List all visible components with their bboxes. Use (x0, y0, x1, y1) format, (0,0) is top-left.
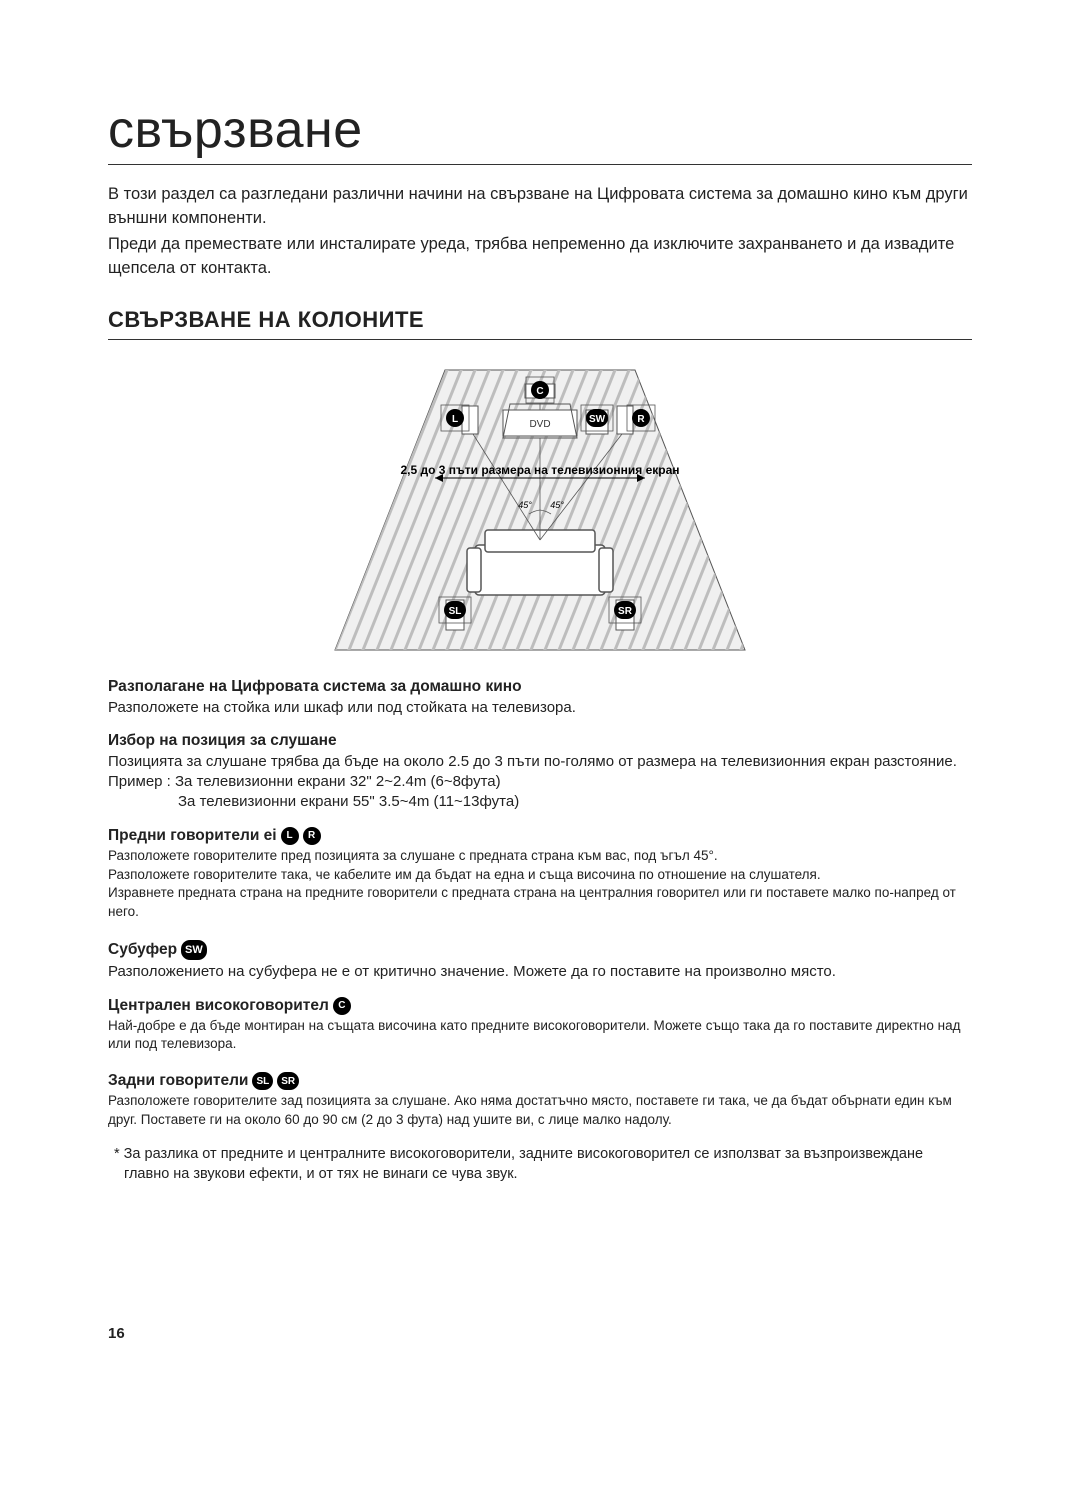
badge-l-icon: L (281, 827, 299, 845)
sub-heading-label: Субуфер (108, 941, 177, 959)
footnote: * За разлика от предните и централните в… (108, 1144, 972, 1185)
front-text-3: Изравнете предната страна на предните го… (108, 884, 972, 922)
svg-text:45°: 45° (550, 500, 564, 510)
intro-paragraph-2: Преди да премествате или инсталирате уре… (108, 233, 972, 281)
page-number: 16 (108, 1325, 125, 1342)
rear-text: Разположете говорителите зад позицията з… (108, 1092, 972, 1130)
badge-r-icon: R (303, 827, 321, 845)
placement-heading: Разполагане на Цифровата система за дома… (108, 678, 972, 696)
front-heading-label: Предни говорители ei (108, 827, 277, 845)
listening-text-1: Позицията за слушане трябва да бъде на о… (108, 752, 972, 772)
speaker-layout-diagram: DVD 45° 45° 2,5 до 3 пъти размера на телеви… (108, 360, 972, 660)
listening-text-3: За телевизионни екрани 55" 3.5~4m (11~13… (108, 792, 972, 812)
svg-text:SW: SW (589, 414, 606, 425)
rear-heading: Задни говорители SL SR (108, 1072, 972, 1090)
listening-heading: Избор на позиция за слушане (108, 732, 972, 750)
placement-text: Разположете на стойка или шкаф или под с… (108, 698, 972, 718)
svg-text:SL: SL (449, 606, 462, 617)
intro-block: В този раздел са разгледани различни нач… (108, 183, 972, 281)
section-heading: СВЪРЗВАНЕ НА КОЛОНИТЕ (108, 307, 972, 340)
center-heading-label: Централен високоговорител (108, 997, 329, 1015)
rear-heading-label: Задни говорители (108, 1072, 248, 1090)
svg-text:SR: SR (618, 606, 633, 617)
center-text: Най-добре е да бъде монтиран на същата в… (108, 1017, 972, 1055)
front-text-1: Разположете говорителите пред позицията … (108, 847, 972, 866)
badge-sr-icon: SR (277, 1072, 299, 1090)
front-text-2: Разположете говорителите така, че кабели… (108, 866, 972, 885)
svg-text:DVD: DVD (529, 419, 550, 430)
svg-text:L: L (452, 414, 458, 425)
svg-text:C: C (536, 386, 543, 397)
intro-paragraph-1: В този раздел са разгледани различни нач… (108, 183, 972, 231)
center-heading: Централен високоговорител C (108, 997, 972, 1015)
front-heading: Предни говорители ei L R (108, 827, 972, 845)
sub-heading: Субуфер SW (108, 940, 972, 960)
listening-text-2: Пример : За телевизионни екрани 32" 2~2.… (108, 772, 972, 792)
svg-text:2,5 до 3 пъти размера на телев: 2,5 до 3 пъти размера на телевизионния е… (400, 463, 679, 477)
footnote-text: За разлика от предните и централните вис… (124, 1146, 923, 1182)
badge-c-icon: C (333, 997, 351, 1015)
page-title: свързване (108, 100, 972, 165)
svg-text:R: R (637, 414, 645, 425)
sub-text: Разположението на субуфера не е от крити… (108, 962, 972, 982)
svg-text:45°: 45° (518, 500, 532, 510)
badge-sl-icon: SL (252, 1072, 273, 1090)
badge-sw-icon: SW (181, 940, 207, 960)
